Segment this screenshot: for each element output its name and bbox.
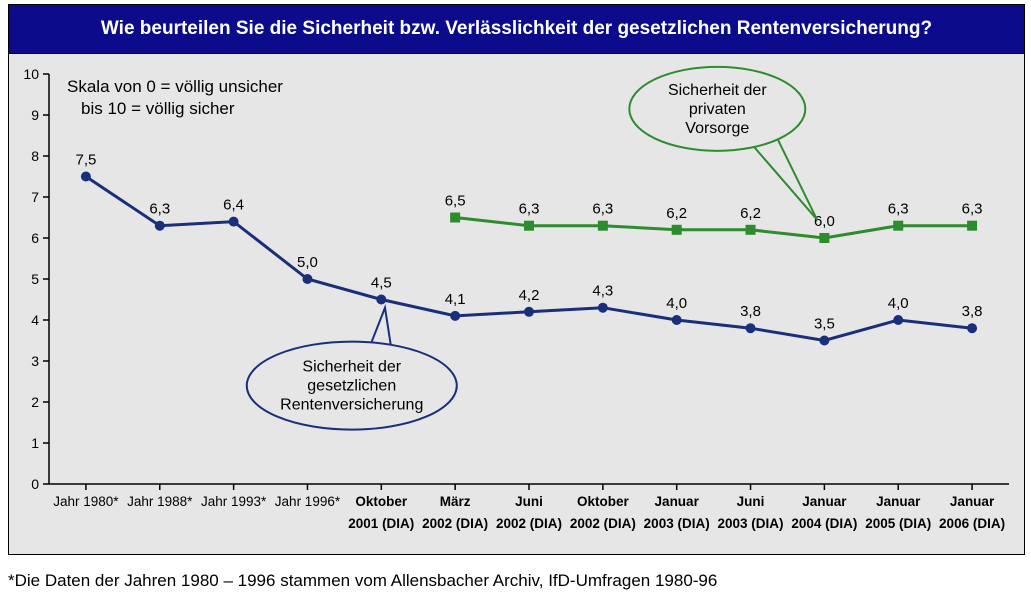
- x-tick-label: Januar: [876, 494, 921, 509]
- data-marker: [155, 220, 165, 230]
- data-marker: [819, 335, 829, 345]
- scale-note-line2: bis 10 = völlig sicher: [81, 99, 235, 118]
- data-marker: [229, 216, 239, 226]
- callout-text: privaten: [689, 101, 746, 118]
- chart-container: Wie beurteilen Sie die Sicherheit bzw. V…: [8, 4, 1025, 555]
- y-tick-label: 9: [31, 107, 39, 123]
- y-tick-label: 4: [31, 312, 39, 328]
- data-label: 6,3: [962, 200, 983, 217]
- x-tick-label: 2002 (DIA): [496, 516, 562, 531]
- data-label: 3,5: [814, 315, 835, 332]
- x-tick-label: Jahr 1993*: [201, 494, 267, 509]
- data-marker: [598, 302, 608, 312]
- x-tick-label: März: [440, 494, 471, 509]
- x-tick-label: 2003 (DIA): [718, 516, 784, 531]
- data-marker: [302, 274, 312, 284]
- x-tick-label: 2004 (DIA): [791, 516, 857, 531]
- x-tick-label: Jahr 1980*: [53, 494, 119, 509]
- x-tick-label: 2003 (DIA): [644, 516, 710, 531]
- data-label: 4,2: [519, 287, 540, 304]
- data-marker: [598, 220, 608, 230]
- y-tick-label: 1: [31, 435, 39, 451]
- data-label: 6,2: [740, 205, 761, 222]
- data-marker: [672, 315, 682, 325]
- chart-title: Wie beurteilen Sie die Sicherheit bzw. V…: [9, 5, 1024, 54]
- data-label: 4,5: [371, 274, 392, 291]
- y-tick-label: 6: [31, 230, 39, 246]
- x-tick-label: Oktober: [577, 494, 630, 509]
- x-tick-label: Januar: [950, 494, 995, 509]
- callout-text: Sicherheit der: [302, 358, 401, 375]
- data-marker: [672, 225, 682, 235]
- x-tick-label: Januar: [802, 494, 847, 509]
- y-tick-label: 3: [31, 353, 39, 369]
- callout-text: Vorsorge: [685, 120, 749, 137]
- x-tick-label: Jahr 1988*: [127, 494, 193, 509]
- data-marker: [746, 323, 756, 333]
- y-tick-label: 7: [31, 189, 39, 205]
- data-label: 4,0: [888, 295, 909, 312]
- chart-svg: 0 1 2 3 4 5 6 7 8 9 10 Jahr 1980* Jahr 1988* Jahr 199…: [9, 54, 1024, 554]
- data-marker: [450, 311, 460, 321]
- y-tick-label: 5: [31, 271, 39, 287]
- y-tick-label: 0: [31, 476, 39, 492]
- x-tick-label: Juni: [737, 494, 765, 509]
- data-label: 6,2: [666, 205, 687, 222]
- scale-note-line1: Skala von 0 = völlig unsicher: [67, 77, 283, 96]
- y-tick-label: 2: [31, 394, 39, 410]
- data-label: 6,0: [814, 213, 835, 230]
- x-tick-label: 2002 (DIA): [422, 516, 488, 531]
- data-label: 3,8: [962, 303, 983, 320]
- data-label: 5,0: [297, 254, 318, 271]
- data-label: 4,1: [445, 291, 466, 308]
- chart-footnote: *Die Daten der Jahren 1980 – 1996 stamme…: [0, 555, 1031, 601]
- data-label: 6,4: [223, 196, 244, 213]
- callout-text: Sicherheit der: [668, 82, 767, 99]
- x-tick-label: 2005 (DIA): [865, 516, 931, 531]
- y-tick-label: 8: [31, 148, 39, 164]
- data-label: 6,3: [888, 200, 909, 217]
- x-tick-label: 2001 (DIA): [348, 516, 414, 531]
- data-marker: [893, 315, 903, 325]
- data-marker: [376, 294, 386, 304]
- y-tick-label: 10: [23, 66, 39, 82]
- data-label: 4,0: [666, 295, 687, 312]
- data-label: 6,5: [445, 192, 466, 209]
- x-tick-label: Oktober: [355, 494, 408, 509]
- callout-text: Rentenversicherung: [280, 396, 423, 413]
- data-marker: [81, 171, 91, 181]
- data-marker: [524, 307, 534, 317]
- x-tick-label: Jahr 1996*: [275, 494, 341, 509]
- x-tick-label: 2002 (DIA): [570, 516, 636, 531]
- data-marker: [967, 220, 977, 230]
- x-tick-label: 2006 (DIA): [939, 516, 1005, 531]
- callout-text: gesetzlichen: [307, 377, 396, 394]
- data-marker: [967, 323, 977, 333]
- data-label: 6,3: [519, 200, 540, 217]
- data-label: 4,3: [592, 282, 613, 299]
- x-tick-label: Januar: [655, 494, 700, 509]
- data-label: 3,8: [740, 303, 761, 320]
- data-marker: [450, 212, 460, 222]
- data-marker: [746, 225, 756, 235]
- data-marker: [893, 220, 903, 230]
- data-marker: [524, 220, 534, 230]
- data-label: 6,3: [149, 200, 170, 217]
- plot-region: 0 1 2 3 4 5 6 7 8 9 10 Jahr 1980* Jahr 1988* Jahr 199…: [9, 54, 1024, 554]
- data-label: 6,3: [592, 200, 613, 217]
- data-label: 7,5: [75, 151, 96, 168]
- data-marker: [819, 233, 829, 243]
- x-tick-label: Juni: [515, 494, 543, 509]
